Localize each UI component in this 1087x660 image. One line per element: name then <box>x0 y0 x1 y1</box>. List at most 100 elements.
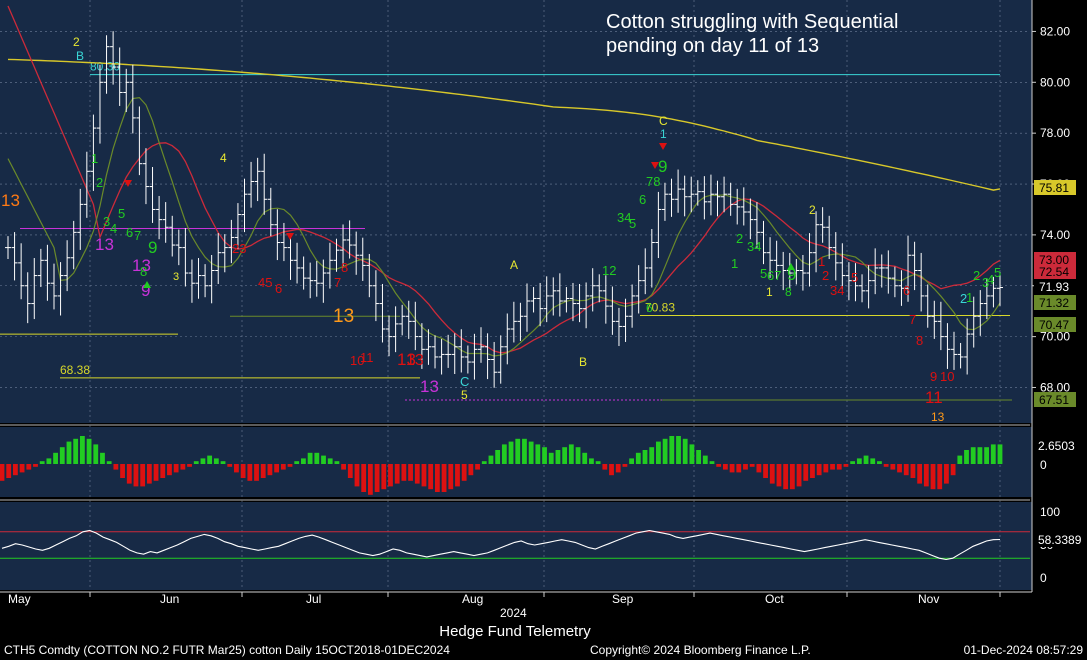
price-bar <box>701 176 708 220</box>
down-arrow-icon <box>659 143 667 150</box>
price-tag-label: 70.47 <box>1039 318 1069 332</box>
sequential-count: 5 <box>994 265 1001 280</box>
price-tag-box <box>1034 279 1076 294</box>
price-bar <box>248 161 255 208</box>
momentum-bar <box>475 464 480 470</box>
price-bar <box>90 114 97 191</box>
price-bar <box>905 235 912 302</box>
momentum-bar <box>294 461 300 464</box>
sequential-count: 4 <box>987 272 994 287</box>
momentum-bar <box>354 464 360 487</box>
rsi-tag-label: 58.3389 <box>1038 533 1082 547</box>
price-bar <box>497 335 504 384</box>
price-bar <box>648 229 655 288</box>
momentum-bar <box>53 452 58 464</box>
price-bar <box>405 300 412 339</box>
price-bar <box>970 296 977 348</box>
momentum-bar <box>910 464 916 478</box>
x-month-label: Oct <box>765 592 784 606</box>
price-bar <box>504 313 511 365</box>
sequential-count: 11 <box>360 350 374 365</box>
momentum-bar <box>609 464 614 476</box>
momentum-bar <box>582 452 588 464</box>
momentum-bar <box>481 461 487 464</box>
price-bar <box>878 254 885 288</box>
sequential-count: 12 <box>602 263 616 278</box>
momentum-bar <box>100 452 105 464</box>
sequential-count: 5 <box>461 388 468 402</box>
sequential-count: 6 <box>903 283 910 298</box>
price-bar <box>136 106 143 176</box>
momentum-bar <box>743 464 748 470</box>
momentum-bar <box>843 464 849 467</box>
momentum-bar <box>696 450 701 464</box>
price-bar <box>911 241 918 291</box>
sequential-count: 34 <box>747 239 761 254</box>
up-arrow-icon <box>787 263 795 270</box>
momentum-bar <box>220 461 226 464</box>
price-bar <box>103 35 110 94</box>
momentum-bar <box>146 464 152 484</box>
momentum-bar <box>86 438 92 464</box>
sequential-count: 7 <box>334 275 341 290</box>
price-bar <box>668 178 675 217</box>
price-bar <box>188 259 195 303</box>
momentum-bar <box>923 464 929 487</box>
momentum-bar <box>374 464 380 492</box>
price-bar <box>773 240 780 279</box>
momentum-bar <box>649 447 655 464</box>
momentum-bar <box>589 458 594 464</box>
down-arrow-icon <box>651 162 659 169</box>
price-bar <box>944 323 951 369</box>
sequential-count: B <box>76 49 84 63</box>
sequential-count: 13 <box>420 377 439 396</box>
price-bar <box>438 338 445 375</box>
rsi-panel <box>0 502 1032 590</box>
momentum-bar <box>595 461 601 464</box>
sequential-count: 9 <box>141 281 150 300</box>
momentum-bar <box>528 441 534 464</box>
momentum-bar <box>997 444 1003 464</box>
price-bar <box>832 232 839 281</box>
momentum-bar <box>227 464 233 467</box>
price-bar <box>274 209 281 261</box>
sequential-count: 13 <box>397 350 416 369</box>
price-bar <box>826 215 833 260</box>
price-bar <box>169 215 176 257</box>
price-bar <box>714 180 721 217</box>
momentum-bar <box>635 452 641 464</box>
momentum-bar <box>19 464 25 473</box>
price-bar <box>478 327 485 363</box>
price-tag-label: 73.00 <box>1039 253 1069 267</box>
momentum-bar <box>716 464 722 467</box>
momentum-bar <box>301 458 306 464</box>
momentum-bar <box>629 458 635 464</box>
price-tag-box <box>1034 295 1076 310</box>
momentum-bar <box>26 464 32 470</box>
sequential-count: 9 <box>930 369 937 384</box>
sequential-count: A <box>510 258 518 272</box>
price-bar <box>346 220 353 259</box>
price-tag-label: 72.54 <box>1039 265 1069 279</box>
rsi-line <box>0 424 1030 561</box>
x-month-label: Jun <box>160 592 179 606</box>
momentum-bar <box>977 447 983 464</box>
sequential-count: 8 <box>341 260 348 275</box>
price-bar <box>254 157 261 202</box>
price-tag-label: 67.51 <box>1039 393 1069 407</box>
sequential-count: 5 <box>760 266 767 281</box>
momentum-bar <box>501 444 507 464</box>
price-tag-box <box>1034 264 1076 279</box>
price-bar <box>937 301 944 351</box>
momentum-bar <box>662 438 668 464</box>
sequential-count: 3 <box>173 271 179 283</box>
sequential-count: 5 <box>629 216 636 231</box>
sequential-count: 78 <box>646 174 660 189</box>
price-bar <box>287 234 294 280</box>
momentum-bar <box>689 444 695 464</box>
price-bar <box>261 153 268 215</box>
momentum-bar <box>408 464 413 481</box>
momentum-bar <box>388 464 393 487</box>
